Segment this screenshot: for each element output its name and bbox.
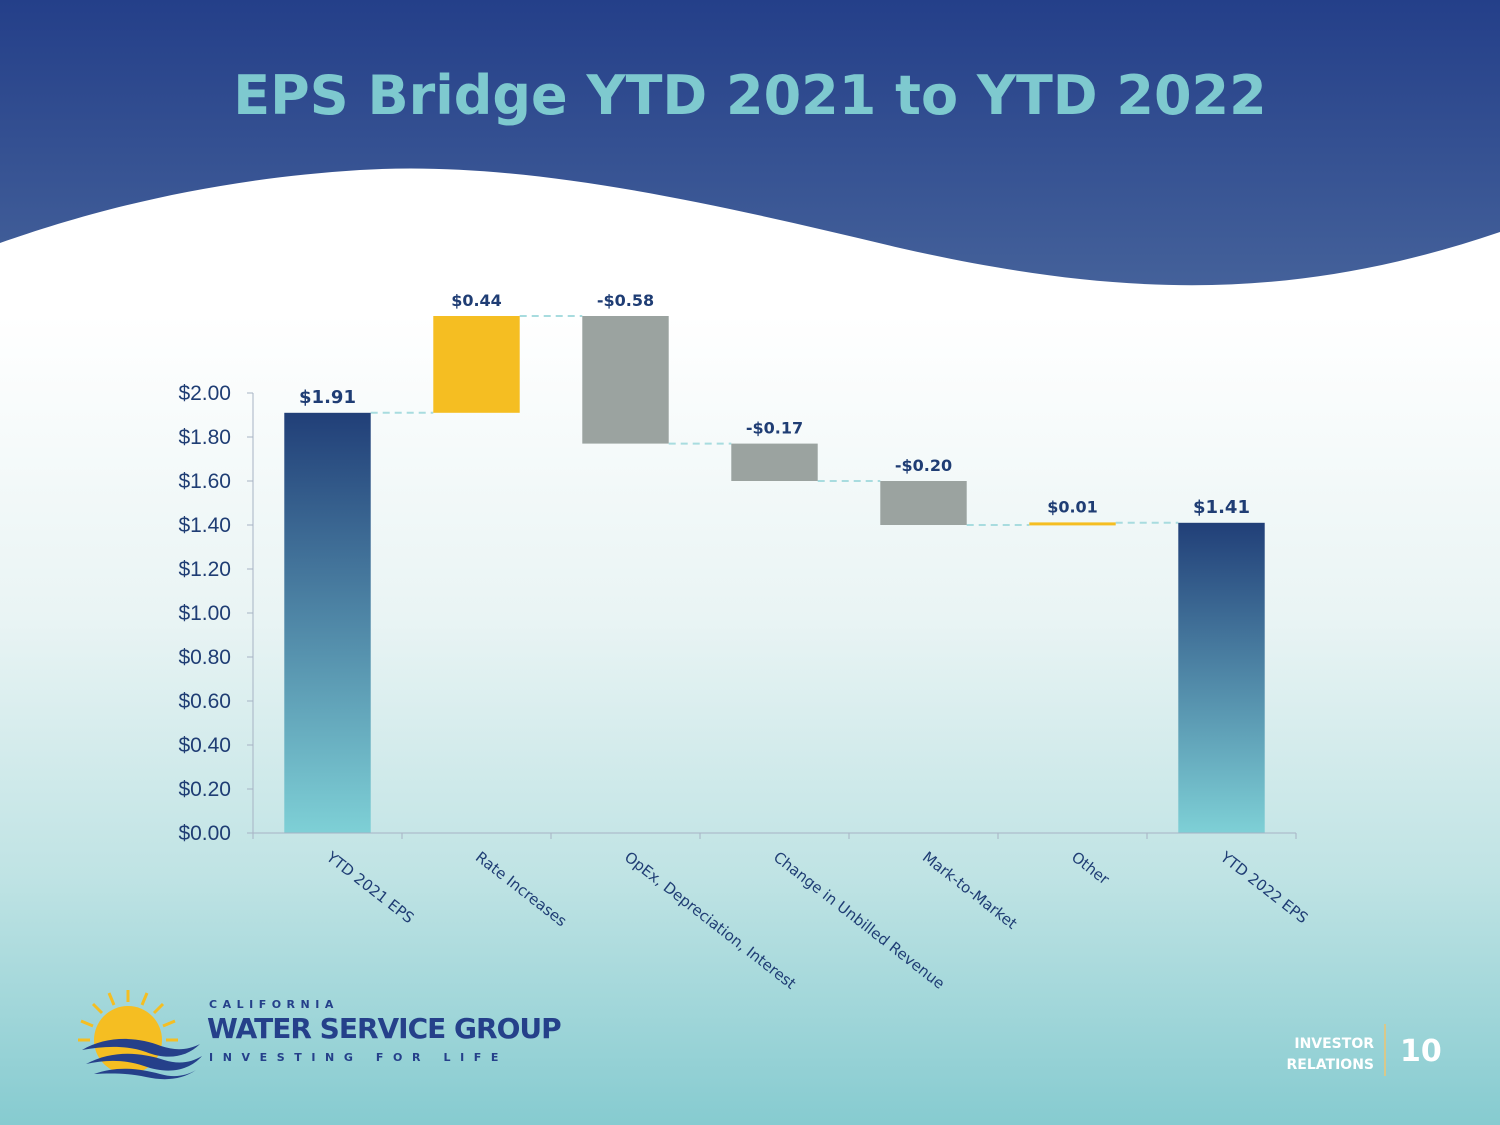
bars bbox=[284, 316, 1265, 833]
y-tick-label-2: $0.40 bbox=[178, 734, 231, 757]
investor-relations-label: INVESTOR RELATIONS bbox=[1287, 1034, 1374, 1076]
y-tick-label-7: $1.40 bbox=[178, 514, 231, 537]
company-logo: CALIFORNIA WATER SERVICE GROUP INVESTING… bbox=[76, 988, 596, 1080]
logo-top-text: CALIFORNIA bbox=[209, 998, 339, 1011]
data-label-4: -$0.17 bbox=[746, 419, 803, 438]
y-tick-label-9: $1.80 bbox=[178, 426, 231, 449]
data-label-2: $0.44 bbox=[451, 291, 502, 310]
y-tick-label-4: $0.80 bbox=[178, 646, 231, 669]
category-label-1: YTD 2021 EPS bbox=[322, 847, 417, 927]
data-label-1: $1.91 bbox=[299, 387, 356, 408]
sun-wave-icon bbox=[78, 990, 202, 1080]
logo-main-text: WATER SERVICE GROUP bbox=[207, 1012, 562, 1045]
bar-3 bbox=[582, 316, 669, 444]
bar-2 bbox=[433, 316, 520, 413]
bar-5 bbox=[880, 481, 967, 525]
axes: $0.00 $0.20 $0.40 $0.60 $0.80 $1.00 $1.20 $1.40… bbox=[178, 382, 1297, 845]
bar-7 bbox=[1178, 522, 1265, 833]
category-label-4: Change in Unbilled Revenue bbox=[770, 848, 948, 993]
category-label-2: Rate Increases bbox=[472, 848, 570, 930]
category-label-5: Mark-to-Market bbox=[919, 848, 1021, 933]
connector-lines bbox=[370, 315, 1179, 526]
y-tick-label-1: $0.20 bbox=[178, 778, 231, 801]
bar-1 bbox=[284, 412, 371, 833]
ir-line-2: RELATIONS bbox=[1286, 1057, 1374, 1073]
category-label-6: Other bbox=[1068, 848, 1113, 889]
logo-tagline: INVESTING FOR LIFE bbox=[209, 1051, 509, 1064]
y-tick-label-8: $1.60 bbox=[178, 470, 231, 493]
category-label-7: YTD 2022 EPS bbox=[1216, 847, 1311, 927]
data-label-3: -$0.58 bbox=[597, 291, 654, 310]
y-tick-label-6: $1.20 bbox=[178, 558, 231, 581]
page-number: 10 bbox=[1400, 1034, 1442, 1069]
header-wave bbox=[0, 0, 1500, 286]
y-tick-label-5: $1.00 bbox=[178, 602, 231, 625]
slide-title: EPS Bridge YTD 2021 to YTD 2022 bbox=[233, 64, 1267, 127]
y-tick-label-3: $0.60 bbox=[178, 690, 231, 713]
data-label-7: $1.41 bbox=[1193, 497, 1250, 518]
footer-divider bbox=[1384, 1024, 1386, 1076]
data-label-6: $0.01 bbox=[1047, 497, 1098, 516]
ir-line-1: INVESTOR bbox=[1294, 1036, 1374, 1052]
bar-6 bbox=[1029, 522, 1116, 526]
y-tick-label-10: $2.00 bbox=[178, 382, 231, 405]
bar-4 bbox=[731, 443, 818, 481]
data-label-5: -$0.20 bbox=[895, 456, 952, 475]
category-label-3: OpEx, Depreciation, Interest bbox=[621, 848, 799, 993]
y-tick-label-0: $0.00 bbox=[178, 822, 231, 845]
